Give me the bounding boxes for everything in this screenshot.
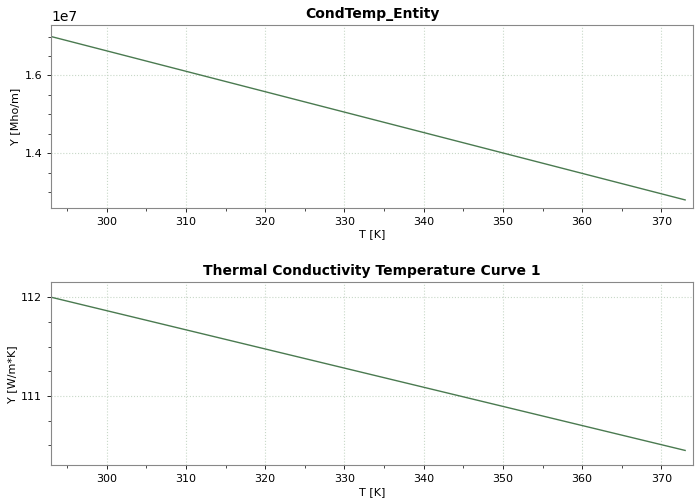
Y-axis label: Y [W/m*K]: Y [W/m*K] [7, 345, 17, 403]
X-axis label: T [K]: T [K] [359, 229, 385, 239]
X-axis label: T [K]: T [K] [359, 487, 385, 497]
Y-axis label: Y [Mho/m]: Y [Mho/m] [10, 88, 20, 145]
Title: Thermal Conductivity Temperature Curve 1: Thermal Conductivity Temperature Curve 1 [203, 265, 541, 279]
Title: CondTemp_Entity: CondTemp_Entity [305, 7, 440, 21]
